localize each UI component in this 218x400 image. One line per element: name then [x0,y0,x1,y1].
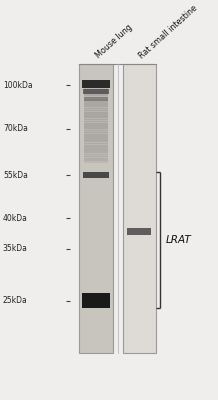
Text: 25kDa: 25kDa [3,296,28,305]
Bar [84,145,108,148]
Bar [84,93,108,96]
Bar [84,152,108,155]
Bar [84,95,108,98]
Bar [79,64,113,353]
Bar [82,80,110,88]
Bar [123,64,156,353]
Bar [84,96,108,101]
Text: LRAT: LRAT [165,235,191,245]
Bar [84,126,108,130]
Bar [84,128,108,131]
Text: 100kDa: 100kDa [3,81,32,90]
Bar [84,150,108,153]
Bar [84,117,108,120]
Bar [84,148,108,152]
Text: Rat small intestine: Rat small intestine [137,4,199,60]
Bar [127,228,151,235]
Bar [84,106,108,109]
Bar [84,132,108,135]
Text: 40kDa: 40kDa [3,214,28,223]
Bar [84,110,108,113]
Bar [84,108,108,111]
Bar [84,158,108,161]
Text: 55kDa: 55kDa [3,171,28,180]
Bar [84,130,108,133]
Text: 35kDa: 35kDa [3,244,28,253]
Bar [84,154,108,157]
Bar [84,124,108,128]
Bar [84,146,108,150]
Bar [84,99,108,102]
Bar [83,172,109,178]
Bar [84,100,108,104]
Bar [84,88,108,91]
Bar [84,104,108,107]
Bar [84,102,108,106]
Bar [84,115,108,118]
Bar [84,141,108,144]
Bar [84,90,108,93]
Bar [84,91,108,94]
Text: Mouse lung: Mouse lung [94,23,134,60]
Bar [84,122,108,126]
Bar [84,136,108,139]
Bar [84,97,108,100]
Bar [84,137,108,140]
Bar [84,112,108,115]
Bar [84,156,108,159]
Bar [84,134,108,137]
Bar [84,113,108,116]
Text: 70kDa: 70kDa [3,124,28,133]
Bar [84,139,108,142]
Bar [83,89,109,94]
Bar [84,119,108,122]
Bar [84,159,108,162]
Bar [84,143,108,146]
Bar [84,121,108,124]
Bar [82,293,110,308]
